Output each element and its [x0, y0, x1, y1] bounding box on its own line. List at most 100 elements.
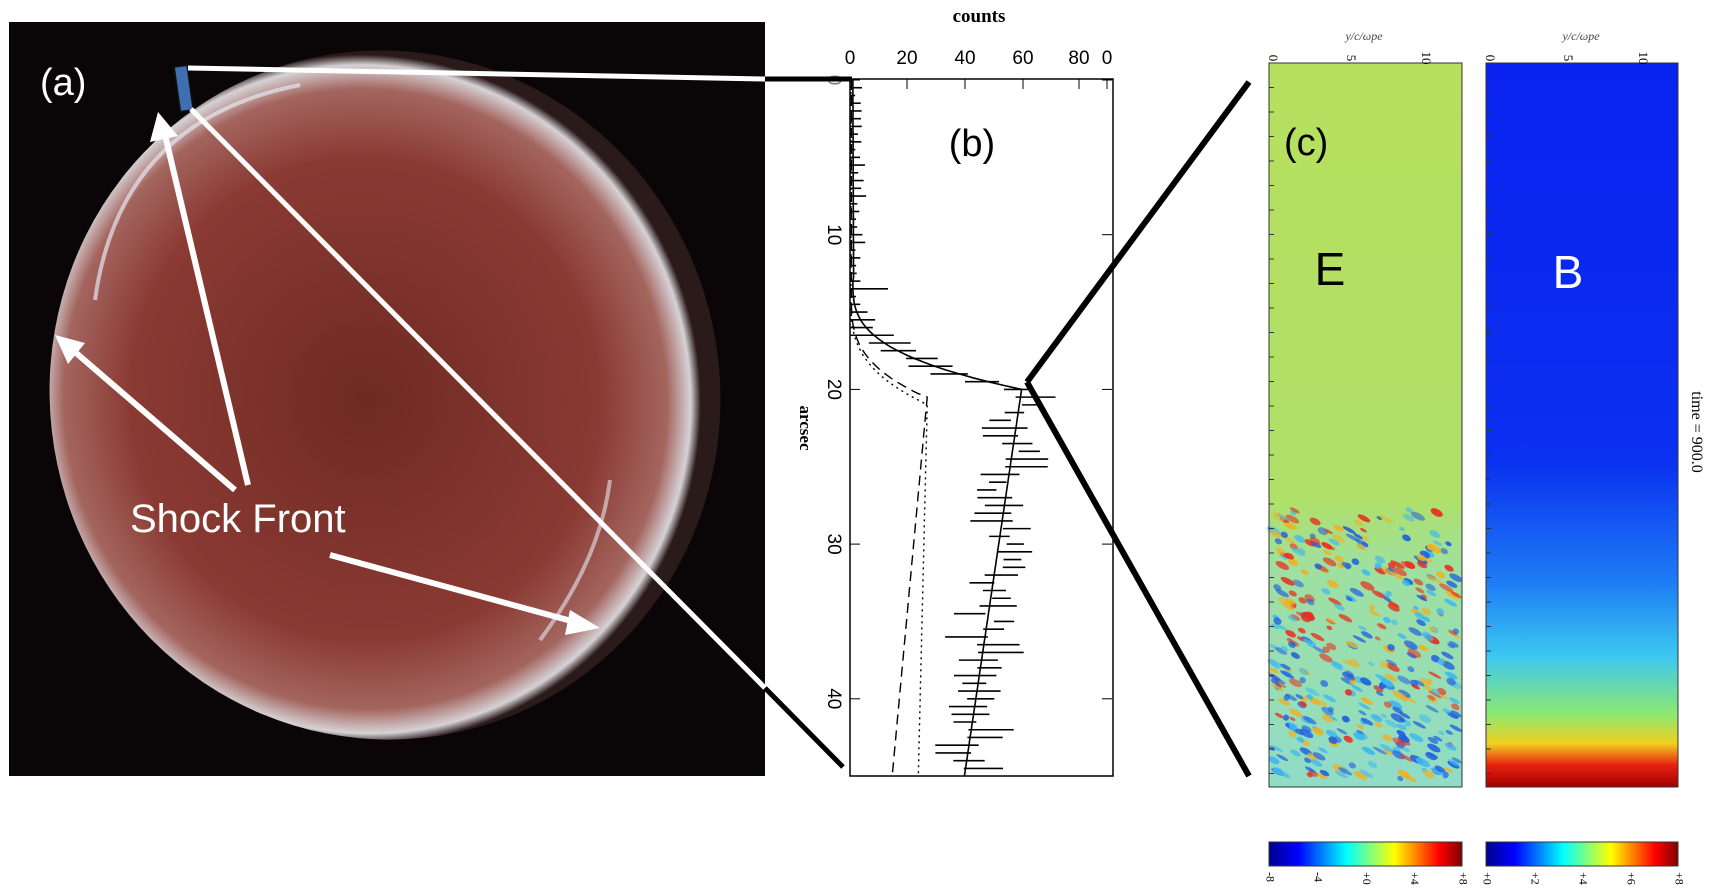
speckle [1447, 759, 1461, 767]
speckle [1427, 694, 1436, 701]
speckle [1298, 667, 1309, 676]
speckle [1283, 694, 1290, 701]
speckle [1298, 597, 1307, 604]
speckle [1440, 548, 1448, 555]
speckle [1282, 714, 1290, 721]
speckle [1396, 730, 1406, 737]
speckle [1446, 711, 1459, 720]
colorbar-label: +8 [1672, 872, 1686, 885]
speckle [1297, 627, 1306, 634]
speckle [1312, 752, 1326, 761]
map-label: E [1315, 243, 1346, 295]
speckle [1288, 590, 1297, 597]
x-tick-label: 80 [1068, 48, 1089, 69]
speckle [1287, 557, 1299, 566]
speckle [1300, 569, 1309, 575]
speckle [1427, 751, 1439, 759]
speckle [1347, 658, 1360, 668]
speckle [1322, 557, 1337, 567]
speckle [1356, 724, 1365, 730]
speckle [1328, 538, 1340, 546]
annotation: Shock Front [130, 497, 346, 541]
speckle [1321, 706, 1334, 716]
speckle [1416, 554, 1427, 562]
speckle [1403, 720, 1411, 727]
speckle [1434, 765, 1446, 773]
speckle [1397, 633, 1407, 640]
speckle [1402, 534, 1411, 542]
speckle [1271, 684, 1284, 692]
y-tick-label: 40 [823, 688, 844, 709]
speckle [1354, 538, 1369, 547]
speckle [1452, 628, 1460, 635]
speckle [1430, 577, 1445, 585]
speckle [1410, 679, 1419, 687]
speckle [1328, 736, 1338, 744]
speckle [1431, 688, 1440, 695]
x-tick-label: 60 [1012, 48, 1033, 69]
speckle [1283, 522, 1295, 530]
speckle [1306, 598, 1315, 606]
speckle [1306, 694, 1314, 700]
speckle [1413, 578, 1424, 586]
speckle [1304, 766, 1316, 773]
speckle [1301, 725, 1312, 733]
speckle [1367, 661, 1375, 667]
zoom-line [1024, 380, 1252, 778]
speckle [1417, 560, 1428, 569]
speckle [1404, 561, 1416, 570]
speckle [1326, 579, 1339, 588]
speckle [1280, 645, 1289, 652]
speckle [1419, 714, 1431, 723]
speckle [1318, 747, 1328, 754]
speckle [1436, 608, 1445, 615]
speckle [1433, 735, 1443, 742]
speckle [1310, 759, 1323, 767]
axis-title: counts [953, 6, 1006, 27]
speckle [1427, 736, 1439, 744]
speckle [1385, 590, 1392, 598]
speckle [1317, 772, 1327, 780]
speckle [1332, 534, 1346, 543]
speckle [1396, 723, 1407, 731]
speckle [1362, 746, 1376, 756]
speckle [1317, 700, 1328, 707]
speckle [1322, 549, 1332, 556]
speckle [1450, 591, 1462, 598]
speckle [1296, 636, 1305, 642]
speckle [1312, 727, 1324, 736]
map-label: B [1553, 246, 1584, 298]
speckle [1402, 513, 1415, 522]
speckle [1336, 728, 1348, 735]
arrows [55, 112, 600, 635]
speckle [1438, 730, 1445, 736]
speckle [1390, 713, 1405, 723]
panel-a: (a) Shock Front [9, 22, 767, 776]
speckle [1309, 536, 1321, 545]
map-frame [1268, 62, 1463, 788]
speckle [1333, 524, 1344, 532]
y-tick-label: 20 [823, 379, 844, 400]
speckle [1296, 736, 1305, 743]
speckle [1403, 577, 1414, 585]
speckle [1289, 507, 1300, 514]
speckle [1388, 700, 1403, 710]
shock-rim [538, 479, 612, 642]
shock-rim [93, 83, 301, 301]
speckle [1430, 767, 1443, 776]
speckle [1320, 680, 1329, 687]
y-tick-label: 10 [823, 224, 844, 245]
speckle [1303, 638, 1311, 644]
speckle [1273, 617, 1282, 625]
speckle [1319, 769, 1330, 777]
speckle [1321, 542, 1333, 550]
speckle [1446, 580, 1458, 588]
speckle [1413, 605, 1419, 611]
axis-title: y/c/ωpe [1561, 29, 1600, 43]
speckle [1380, 678, 1394, 687]
speckle [1435, 571, 1446, 579]
speckle [1373, 685, 1384, 693]
speckle [1447, 643, 1456, 649]
speckle [1297, 547, 1306, 554]
speckle [1274, 538, 1283, 545]
